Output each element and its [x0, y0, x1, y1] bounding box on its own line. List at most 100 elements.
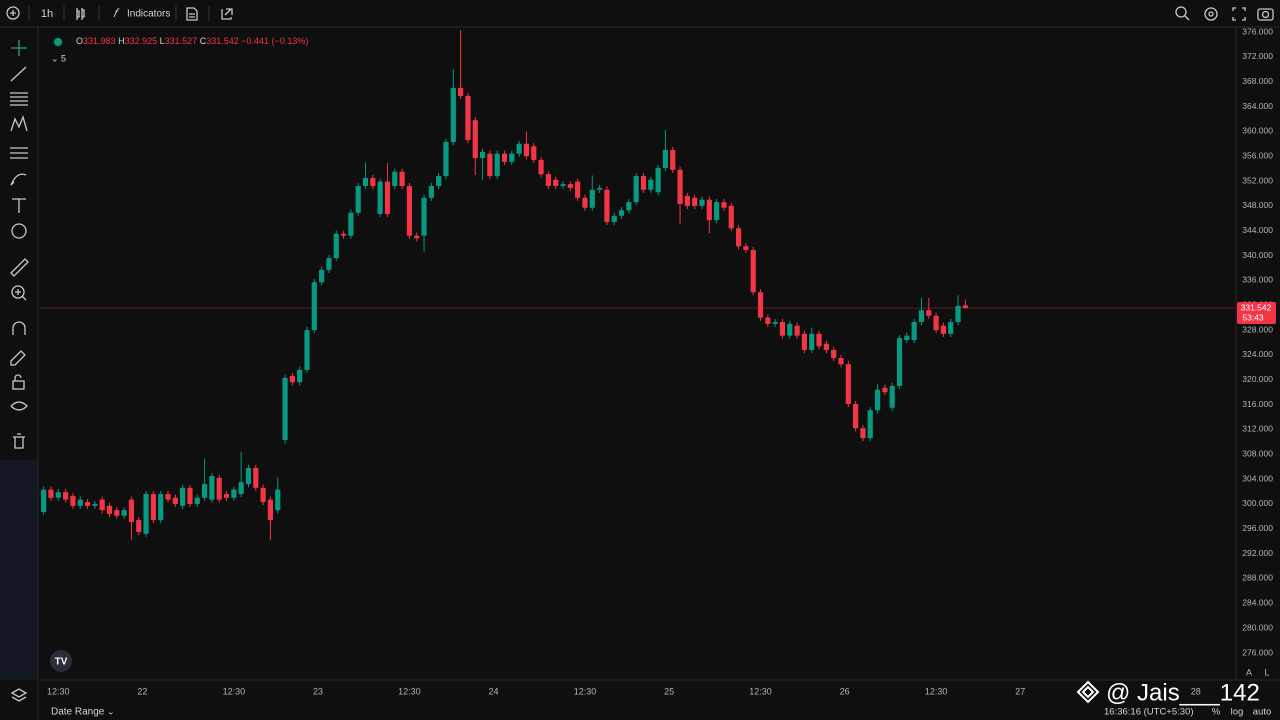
candle-body: [216, 477, 222, 500]
candle-body: [962, 305, 968, 309]
y-tick-label: 296.000: [1242, 523, 1273, 533]
candle-body: [779, 322, 786, 336]
fullscreen-button[interactable]: [1232, 7, 1246, 21]
candle-body: [238, 482, 244, 495]
y-tick-label: 324.000: [1242, 349, 1273, 359]
candle-body: [472, 120, 478, 159]
x-tick-label: 12:30: [398, 686, 421, 696]
legend-key: L: [160, 36, 165, 46]
candle-body: [918, 310, 925, 323]
y-tick-label: 360.000: [1242, 126, 1273, 136]
interval-button[interactable]: 1h: [41, 8, 53, 20]
x-tick-label: 12:30: [749, 686, 772, 696]
ohlc-legend: O331.983 H332.925 L331.527 C331.542 −0.4…: [76, 36, 308, 46]
candle-body: [260, 487, 266, 503]
candle-body: [670, 149, 676, 170]
chart-type-button[interactable]: [76, 8, 85, 20]
candle-body: [436, 176, 442, 187]
log-button[interactable]: log: [1231, 707, 1244, 718]
candle-body: [377, 181, 383, 214]
pattern-tool[interactable]: [10, 114, 28, 132]
candle-body: [860, 428, 866, 439]
candle-body: [853, 403, 859, 429]
object-tree[interactable]: [10, 688, 28, 702]
left-toolbar: [10, 40, 29, 702]
x-tick-label: 12:30: [574, 686, 597, 696]
candle-body: [92, 503, 98, 506]
candle-body: [223, 494, 230, 498]
lock-tool[interactable]: [12, 374, 25, 390]
candle-body: [523, 143, 530, 157]
screenshot-button[interactable]: [1257, 8, 1274, 21]
candle-body: [340, 233, 347, 236]
y-tick-label: 376.000: [1242, 26, 1273, 36]
y-tick-label: 284.000: [1242, 598, 1273, 608]
measure-tool[interactable]: [10, 258, 29, 277]
candle-body: [567, 184, 573, 188]
candle-body: [677, 169, 683, 205]
candle-body: [333, 233, 339, 259]
y-tick-label: 312.000: [1242, 424, 1273, 434]
collapse-chevron[interactable]: ⌄: [51, 53, 59, 63]
candle-body: [838, 358, 844, 365]
candle-body: [297, 369, 303, 383]
legend-key: O: [76, 36, 83, 46]
candle-body: [231, 489, 237, 498]
icon-tool[interactable]: [11, 223, 27, 239]
hide-tool[interactable]: [10, 401, 28, 411]
candle-body: [494, 153, 500, 177]
delete-tool[interactable]: [13, 433, 25, 449]
indicators-button[interactable]: Indicators: [127, 9, 170, 20]
date-range-button[interactable]: Date Range: [51, 707, 105, 718]
legend-key: C: [200, 36, 207, 46]
candle-body: [158, 494, 164, 521]
x-tick-label: 24: [489, 686, 499, 696]
candle-body: [889, 385, 895, 408]
x-tick-label: 26: [840, 686, 850, 696]
add-symbol[interactable]: [6, 6, 20, 20]
legend-value: 331.542: [206, 36, 239, 46]
candle-body: [479, 151, 486, 159]
fib-tool[interactable]: [10, 92, 28, 106]
price-label: 331.542: [1241, 302, 1272, 312]
y-tick-label: 372.000: [1242, 51, 1273, 61]
clock: 16:36:16 (UTC+5:30): [1104, 707, 1194, 718]
candle-body: [267, 499, 274, 521]
auto-scale-button[interactable]: A: [1246, 667, 1252, 677]
x-tick-label: 12:30: [925, 686, 948, 696]
candle-body: [648, 179, 654, 190]
log-scale-button[interactable]: L: [1264, 667, 1269, 677]
candle-body: [684, 195, 690, 206]
candle-body: [735, 228, 742, 247]
candle-body: [772, 322, 778, 324]
zoom-tool[interactable]: [11, 285, 27, 301]
x-tick-label: 12:30: [223, 686, 246, 696]
auto-button[interactable]: auto: [1253, 707, 1272, 718]
magnet-tool[interactable]: [12, 321, 26, 335]
bar-countdown: 53:43: [1242, 312, 1264, 322]
percent-button[interactable]: %: [1212, 707, 1221, 718]
settings-button[interactable]: [1204, 7, 1218, 21]
candle-body: [743, 246, 749, 250]
text-tool[interactable]: [12, 198, 26, 213]
candle-body: [150, 494, 156, 521]
candle-body: [940, 325, 947, 334]
candle-body: [699, 199, 705, 206]
search-button[interactable]: [1175, 6, 1190, 21]
candle-body: [516, 143, 522, 154]
crosshair-tool[interactable]: [11, 40, 27, 56]
forecast-tool[interactable]: [10, 147, 28, 159]
publish-button[interactable]: [221, 8, 233, 20]
trendline-tool[interactable]: [10, 66, 27, 82]
candle-body: [487, 153, 493, 177]
brush-tool[interactable]: [10, 173, 27, 186]
drawing-mode[interactable]: [10, 350, 26, 366]
candle-body: [201, 484, 208, 498]
y-tick-label: 348.000: [1242, 200, 1273, 210]
price-label-bg: [1237, 302, 1276, 324]
y-tick-label: 320.000: [1242, 374, 1273, 384]
candle-body: [575, 181, 581, 198]
templates-button[interactable]: [186, 7, 198, 21]
y-tick-label: 308.000: [1242, 449, 1273, 459]
fx-icon: 𝑓: [113, 6, 120, 20]
